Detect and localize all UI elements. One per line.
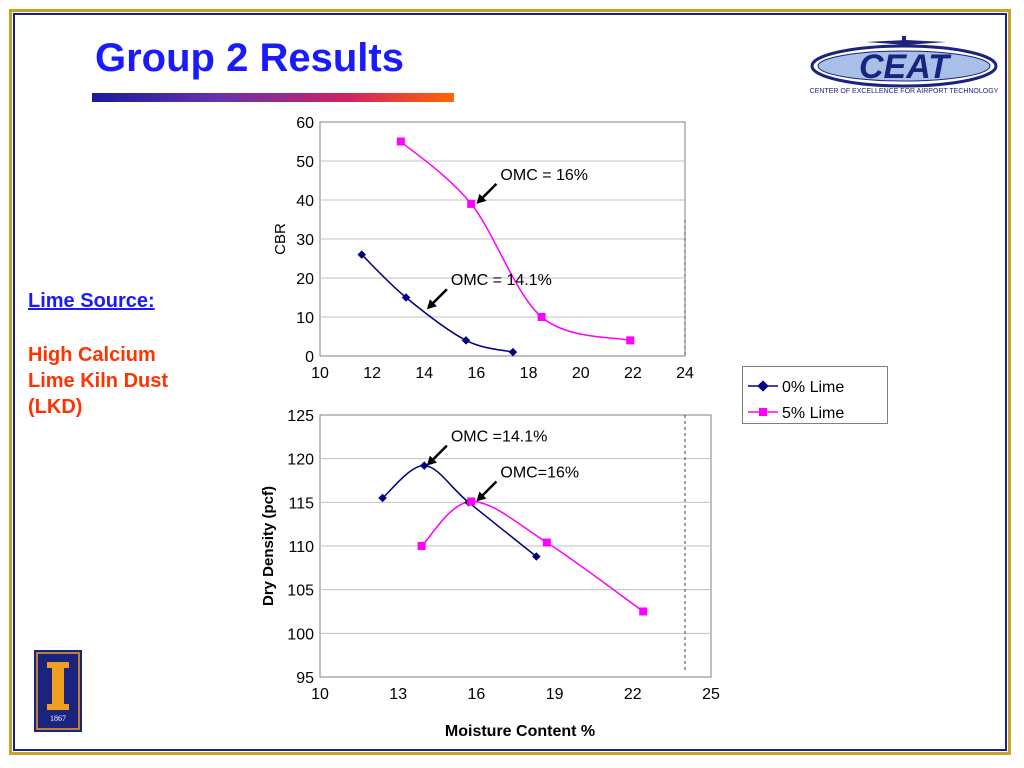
title-underline-bar	[92, 93, 454, 102]
bot-data-point	[467, 497, 476, 506]
slide-border-inner	[13, 13, 1007, 751]
top-data-point	[508, 347, 518, 357]
bot-series-line-0	[382, 464, 537, 558]
bot-x-tick-label: 25	[702, 686, 720, 703]
top-x-tick-label: 14	[415, 365, 433, 382]
top-series-line-0	[361, 254, 514, 353]
bot-data-point	[639, 607, 648, 616]
top-x-tick-label: 10	[311, 365, 329, 382]
bot-x-tick-label: 16	[468, 686, 486, 703]
university-seal-logo	[34, 650, 82, 732]
bot-annotation-label: OMC=16%	[500, 464, 579, 481]
cbr-y-axis-label: CBR	[272, 223, 289, 255]
bot-annotation-label: OMC =14.1%	[451, 429, 547, 446]
top-data-point	[461, 336, 471, 345]
bot-y-tick-label: 120	[287, 452, 314, 469]
bot-annotation-arrowhead	[426, 455, 437, 466]
top-x-tick-label: 12	[363, 365, 381, 382]
top-data-point	[401, 293, 411, 302]
ceat-logo-text: CEAT	[859, 48, 952, 86]
top-annotation-arrowhead	[476, 193, 487, 204]
top-y-tick-label: 20	[296, 271, 314, 288]
bot-series-line-1	[421, 500, 644, 613]
legend-marker-5pct	[759, 408, 767, 416]
bot-y-tick-label: 110	[288, 539, 314, 556]
top-data-point	[467, 199, 476, 208]
top-x-tick-label: 18	[520, 365, 538, 382]
top-annotation-label: OMC = 14.1%	[451, 272, 552, 289]
top-y-tick-label: 30	[296, 232, 314, 249]
bot-y-tick-label: 100	[287, 626, 314, 643]
legend-label-0pct: 0% Lime	[782, 379, 844, 396]
bot-y-tick-label: 115	[288, 495, 314, 512]
seal-year: 1867	[50, 714, 66, 723]
bot-y-tick-label: 95	[296, 670, 314, 687]
density-y-axis-label: Dry Density (pcf)	[260, 486, 277, 606]
bot-y-tick-label: 125	[287, 408, 314, 425]
top-data-point	[396, 137, 405, 146]
top-series-line-1	[400, 140, 631, 342]
lime-source-heading: Lime Source:	[28, 290, 155, 312]
top-y-tick-label: 60	[296, 115, 314, 132]
top-annotation-label: OMC = 16%	[500, 167, 588, 184]
slide-border-outer	[9, 9, 1011, 755]
top-x-tick-label: 24	[676, 365, 694, 382]
top-y-tick-label: 50	[296, 154, 314, 171]
top-data-point	[537, 313, 546, 321]
bot-data-point	[378, 493, 387, 503]
legend-label-5pct: 5% Lime	[782, 405, 844, 422]
chart-legend: 0% Lime 5% Lime	[742, 366, 888, 424]
top-data-point	[626, 336, 635, 345]
bot-data-point	[542, 538, 551, 547]
bot-x-tick-label: 19	[546, 686, 564, 703]
bot-x-tick-label: 10	[311, 686, 329, 703]
bot-y-tick-label: 105	[287, 583, 314, 600]
density-x-axis-label: Moisture Content %	[445, 723, 595, 740]
top-x-tick-label: 16	[468, 365, 486, 382]
top-y-tick-label: 40	[296, 193, 314, 210]
top-x-tick-label: 20	[572, 365, 590, 382]
bot-data-point	[417, 542, 426, 550]
slide-title: Group 2 Results	[95, 36, 404, 80]
lime-source-text: High Calcium Lime Kiln Dust (LKD)	[28, 344, 169, 418]
ceat-logo-caption: CENTER OF EXCELLENCE FOR AIRPORT TECHNOL…	[809, 88, 999, 95]
bot-x-tick-label: 22	[624, 686, 642, 703]
top-annotation-arrowhead	[426, 299, 437, 310]
bot-annotation-arrowhead	[476, 491, 487, 502]
top-y-tick-label: 10	[296, 310, 314, 327]
dry-density-chart: 95 100 105 110 115 120 125 10 13 16 19 22 25 Dry De…	[260, 408, 720, 740]
top-x-tick-label: 22	[624, 365, 642, 382]
top-y-tick-label: 0	[305, 349, 314, 366]
ceat-logo: CEAT	[810, 36, 998, 88]
bot-x-tick-label: 13	[389, 686, 407, 703]
